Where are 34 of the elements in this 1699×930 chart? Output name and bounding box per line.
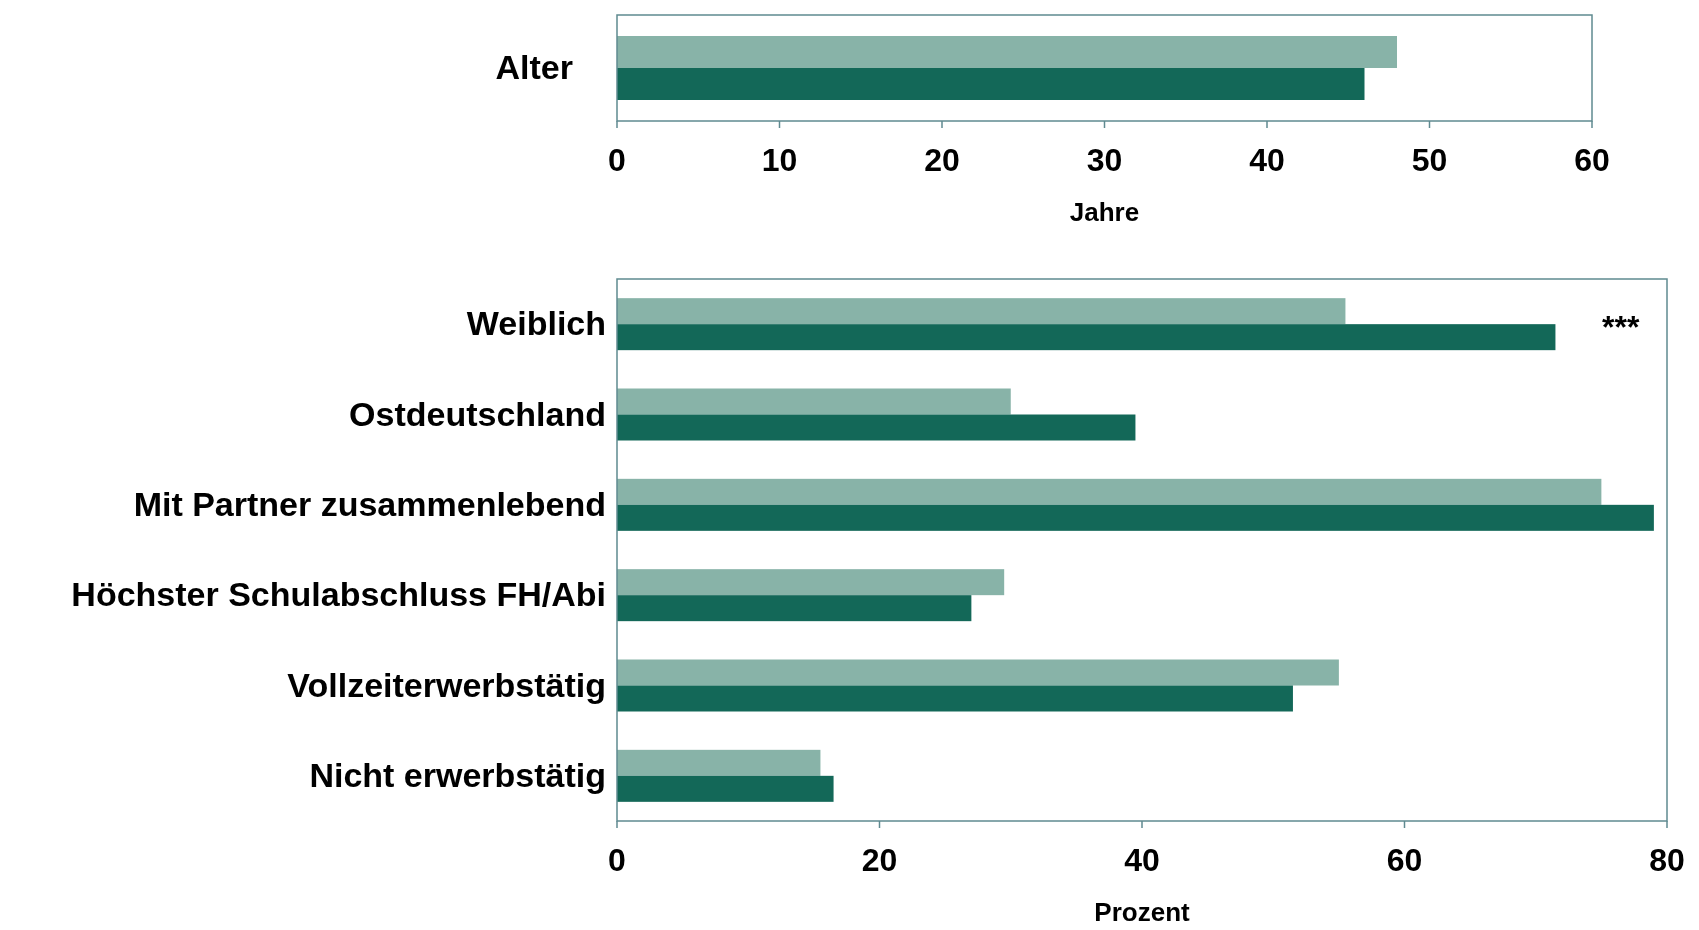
bar: [617, 298, 1346, 325]
bar: [617, 324, 1556, 351]
y-tick-label: Ostdeutschland: [349, 394, 606, 433]
x-tick-label: 60: [1386, 842, 1423, 878]
y-tick-label: Weiblich: [466, 304, 606, 343]
bar: [617, 504, 1654, 531]
bar: [617, 478, 1602, 505]
x-tick-label: 30: [1086, 142, 1123, 178]
bar: [617, 775, 834, 802]
x-tick-label: 10: [761, 142, 798, 178]
x-tick-label: 80: [1649, 842, 1685, 878]
x-tick-label: 0: [608, 142, 626, 178]
x-tick-label: 40: [1249, 142, 1285, 178]
y-tick-label: Höchster Schulabschluss FH/Abi: [71, 575, 606, 614]
y-tick-label: Vollzeiterwerbstätig: [287, 665, 606, 704]
y-tick-label: Alter: [495, 48, 573, 86]
x-tick-label: 40: [1124, 842, 1160, 878]
bar: [617, 569, 1005, 596]
x-tick-label: 50: [1411, 142, 1448, 178]
x-axis-title: Jahre: [1069, 197, 1140, 227]
bar: [617, 414, 1136, 441]
annotation: ***: [1602, 309, 1640, 346]
y-tick-label: Nicht erwerbstätig: [309, 755, 606, 794]
x-axis-title: Prozent: [1094, 897, 1191, 927]
x-tick-label: 20: [861, 842, 898, 878]
x-tick-label: 20: [924, 142, 960, 178]
x-tick-label: 60: [1574, 142, 1610, 178]
bar: [617, 388, 1011, 415]
x-tick-label: 0: [608, 842, 626, 878]
y-tick-label: Mit Partner zusammenlebend: [133, 484, 606, 523]
bar: [617, 749, 821, 776]
bar: [617, 685, 1293, 712]
bar: [617, 659, 1339, 686]
bar: [617, 595, 972, 622]
